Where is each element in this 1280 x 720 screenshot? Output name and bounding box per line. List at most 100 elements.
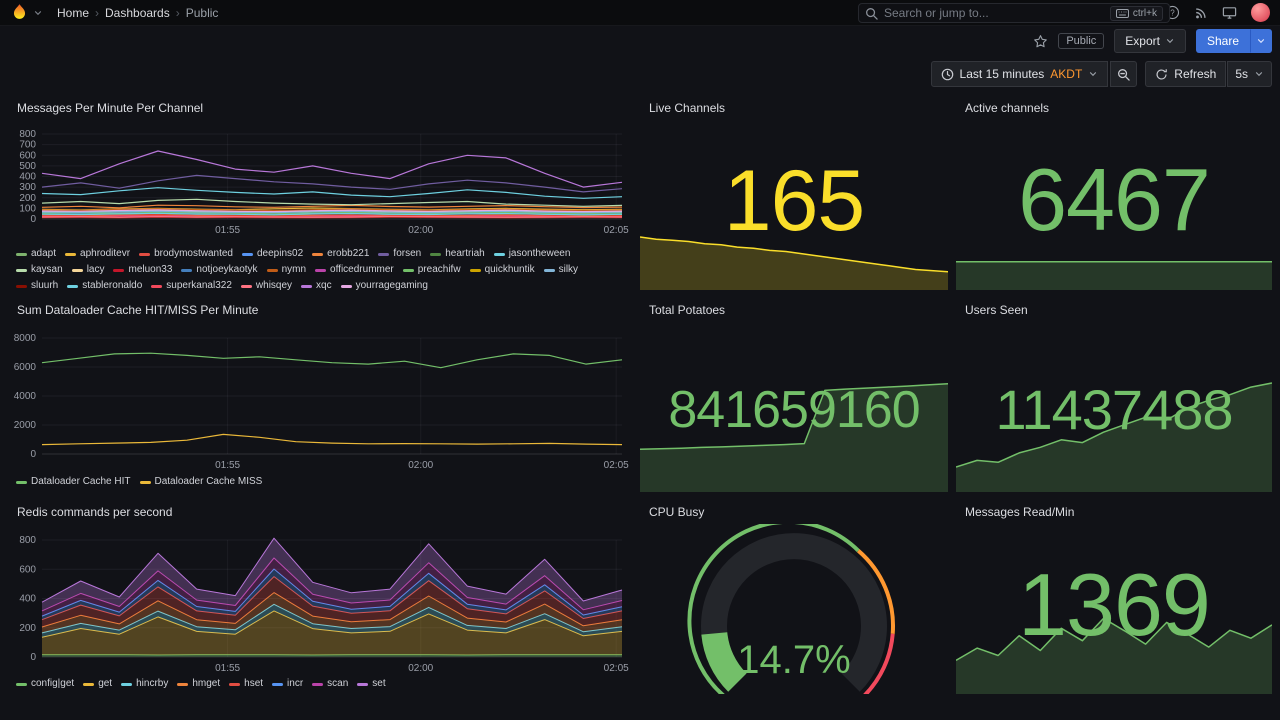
nav-left: Home › Dashboards › Public xyxy=(10,3,218,22)
legend-item[interactable]: officedrummer xyxy=(315,263,394,277)
svg-text:8000: 8000 xyxy=(14,333,37,344)
legend-item[interactable]: config|get xyxy=(16,677,74,691)
legend-item[interactable]: aphroditevr xyxy=(65,247,130,261)
legend-item[interactable]: nymn xyxy=(266,263,306,277)
panel-messages-read: Messages Read/Min 1369 xyxy=(956,500,1272,694)
dataloader-chart[interactable]: 0 2000 4000 6000 8000 01:55 02:00 02:05 xyxy=(8,322,632,472)
legend-item[interactable]: Dataloader Cache MISS xyxy=(139,475,262,489)
legend-item[interactable]: meluon33 xyxy=(113,263,172,277)
legend-item[interactable]: sluurh xyxy=(16,279,58,293)
breadcrumb: Home › Dashboards › Public xyxy=(57,6,218,20)
legend-item[interactable]: quickhuntik xyxy=(469,263,535,277)
svg-text:800: 800 xyxy=(19,129,36,140)
panel-title[interactable]: Users Seen xyxy=(965,303,1028,317)
stat-value: 165 xyxy=(723,153,866,249)
redis-chart[interactable]: 0 200 400 600 800 01:55 02:00 02:05 xyxy=(8,524,632,674)
legend-item[interactable]: silky xyxy=(543,263,578,277)
legend-item[interactable]: jasontheween xyxy=(493,247,570,261)
star-icon[interactable] xyxy=(1033,34,1048,49)
legend-item[interactable]: deepins02 xyxy=(242,247,303,261)
legend-item[interactable]: scan xyxy=(312,677,348,691)
legend-item[interactable]: brodymostwanted xyxy=(139,247,233,261)
series-label: set xyxy=(372,678,386,689)
legend-item[interactable]: hset xyxy=(229,677,263,691)
legend-item[interactable]: forsen xyxy=(378,247,421,261)
breadcrumb-separator-icon: › xyxy=(95,5,100,20)
legend-item[interactable]: stableronaldo xyxy=(67,279,142,293)
series-label: erobb221 xyxy=(327,248,370,259)
refresh-button[interactable]: Refresh xyxy=(1145,61,1227,87)
legend-item[interactable]: superkanal322 xyxy=(151,279,232,293)
svg-text:700: 700 xyxy=(19,140,36,151)
legend-item[interactable]: heartriah xyxy=(430,247,485,261)
dataloader-legend: Dataloader Cache HIT Dataloader Cache MIS… xyxy=(16,475,624,489)
series-label: quickhuntik xyxy=(484,264,535,275)
svg-text:100: 100 xyxy=(19,203,36,214)
legend-item[interactable]: set xyxy=(357,677,386,691)
refresh-interval-dropdown[interactable]: 5s xyxy=(1227,61,1272,87)
legend-item[interactable]: erobb221 xyxy=(312,247,369,261)
legend-item[interactable]: yourragegaming xyxy=(340,279,428,293)
panel-title[interactable]: Live Channels xyxy=(649,101,726,115)
series-swatch xyxy=(312,682,324,686)
legend-item[interactable]: adapt xyxy=(16,247,56,261)
org-switcher-chevron-icon[interactable] xyxy=(33,8,43,18)
series-label: heartriah xyxy=(445,248,485,259)
svg-text:02:05: 02:05 xyxy=(604,225,629,236)
series-label: officedrummer xyxy=(330,264,394,275)
breadcrumb-current: Public xyxy=(185,5,219,20)
breadcrumb-home[interactable]: Home xyxy=(57,5,90,20)
breadcrumb-dashboards[interactable]: Dashboards xyxy=(105,5,170,20)
panel-title[interactable]: Sum Dataloader Cache HIT/MISS Per Minute xyxy=(17,303,259,317)
panel-total-potatoes: Total Potatoes 841659160 xyxy=(640,298,948,492)
legend-item[interactable]: incr xyxy=(272,677,303,691)
svg-text:400: 400 xyxy=(19,594,36,605)
search-box[interactable]: ctrl+k xyxy=(858,3,1170,23)
active-channels-sparkline xyxy=(956,261,1272,290)
series-swatch xyxy=(83,682,95,686)
panel-users-seen: Users Seen 11437488 xyxy=(956,298,1272,492)
monitor-icon[interactable] xyxy=(1222,5,1237,20)
legend-item[interactable]: lacy xyxy=(71,263,104,277)
panel-redis-commands: Redis commands per second 0 200 400 600 800 0… xyxy=(8,500,632,694)
dashboard-actions-bar: Public Export Share xyxy=(0,26,1280,56)
panel-title[interactable]: Messages Read/Min xyxy=(965,505,1075,519)
refresh-label: Refresh xyxy=(1174,67,1217,81)
legend-item[interactable]: kaysan xyxy=(16,263,63,277)
panel-title[interactable]: Active channels xyxy=(965,101,1050,115)
time-range-picker[interactable]: Last 15 minutes AKDT xyxy=(930,61,1109,87)
messages-read-sparkline xyxy=(956,617,1272,694)
panel-title[interactable]: Total Potatoes xyxy=(649,303,726,317)
stat-value: 1369 xyxy=(1018,555,1211,654)
panel-messages-per-minute: Messages Per Minute Per Channel 0 100 200 3… xyxy=(8,96,632,293)
legend-item[interactable]: xqc xyxy=(301,279,332,293)
legend-item[interactable]: hmget xyxy=(177,677,220,691)
series-swatch xyxy=(16,682,27,686)
series-swatch xyxy=(240,284,252,288)
share-menu-button[interactable] xyxy=(1250,29,1272,53)
legend-item[interactable]: hincrby xyxy=(121,677,168,691)
grafana-logo[interactable] xyxy=(10,3,29,22)
legend-item[interactable]: notjoeykaotyk xyxy=(181,263,258,277)
export-button[interactable]: Export xyxy=(1114,29,1186,53)
panel-title[interactable]: Redis commands per second xyxy=(17,505,173,519)
timezone-label: AKDT xyxy=(1050,67,1083,81)
legend-item[interactable]: get xyxy=(83,677,112,691)
legend-item[interactable]: whisqey xyxy=(240,279,292,293)
series-label: aphroditevr xyxy=(80,248,131,259)
series-label: kaysan xyxy=(31,264,63,275)
zoom-out-button[interactable] xyxy=(1110,61,1138,87)
panel-cpu-busy: CPU Busy 14.7% xyxy=(640,500,948,694)
share-button[interactable]: Share xyxy=(1195,29,1250,53)
legend-item[interactable]: preachifw xyxy=(402,263,461,277)
search-input[interactable] xyxy=(884,6,1110,20)
series-label: forsen xyxy=(393,248,422,259)
breadcrumb-separator-icon: › xyxy=(175,5,180,20)
panel-title[interactable]: CPU Busy xyxy=(649,505,705,519)
panel-title[interactable]: Messages Per Minute Per Channel xyxy=(17,101,204,115)
user-avatar[interactable] xyxy=(1251,3,1270,22)
series-label: hmget xyxy=(192,678,221,689)
rss-icon[interactable] xyxy=(1194,6,1208,20)
legend-item[interactable]: Dataloader Cache HIT xyxy=(16,475,131,489)
